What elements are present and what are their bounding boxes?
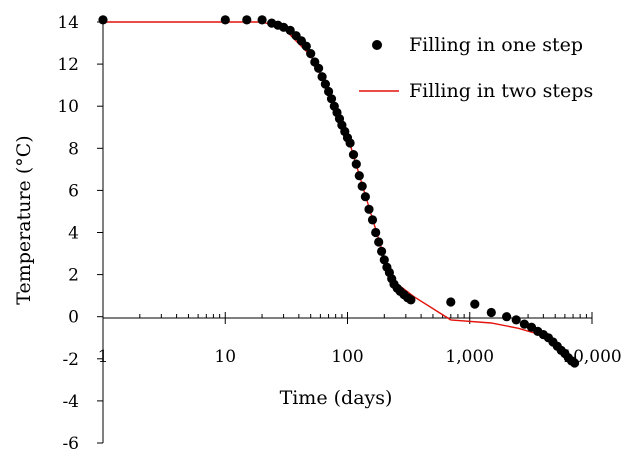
x-tick-label: 100: [331, 347, 363, 367]
x-tick-labels: 1 10 100 1,000 10,000: [98, 347, 622, 367]
data-point-one-step: [379, 255, 389, 265]
data-point-one-step: [98, 15, 108, 25]
legend-label-one-step: Filling in one step: [409, 34, 583, 56]
data-point-one-step: [348, 150, 359, 160]
x-tick-label: 10: [214, 347, 236, 367]
data-point-one-step: [364, 204, 374, 214]
x-axis-title: Time (days): [280, 387, 393, 409]
data-point-one-step: [377, 246, 387, 256]
data-point-one-step: [511, 315, 521, 325]
y-tick-label: -4: [62, 392, 79, 412]
data-point-one-step: [326, 94, 337, 104]
data-point-one-step: [470, 299, 480, 309]
data-point-one-step: [324, 86, 334, 97]
legend: Filling in one step Filling in two steps: [359, 34, 593, 102]
data-point-one-step: [446, 297, 456, 307]
y-tick-label: 12: [57, 55, 79, 75]
data-point-one-step: [306, 49, 316, 59]
data-point-one-step: [320, 79, 330, 89]
data-point-one-step: [351, 159, 361, 169]
y-tick-label: -6: [62, 434, 79, 450]
legend-label-two-steps: Filling in two steps: [409, 80, 593, 102]
y-tick-label: 4: [68, 224, 79, 244]
data-point-one-step: [367, 215, 378, 225]
y-tick-label: 2: [68, 266, 79, 286]
data-point-one-step: [354, 171, 364, 181]
y-axis-title: Temperature (°C): [13, 135, 35, 304]
y-tick-label: 14: [57, 13, 79, 33]
data-point-one-step: [519, 319, 530, 329]
data-point-one-step: [502, 312, 512, 322]
data-point-one-step: [371, 227, 381, 238]
y-tick-label: -2: [62, 350, 79, 370]
y-tick-labels: -6 -4 -2 0 2 4 6 8 10 12 14: [57, 13, 79, 450]
data-point-one-step: [357, 181, 367, 191]
data-point-one-step: [314, 63, 324, 73]
series-line-two-steps: [103, 21, 574, 360]
data-point-one-step: [360, 192, 370, 202]
data-point-one-step: [220, 15, 230, 25]
y-tick-label: 10: [57, 97, 79, 117]
data-point-one-step: [317, 72, 327, 82]
data-point-one-step: [406, 295, 416, 305]
data-point-one-step: [345, 138, 355, 148]
x-tick-label: 1,000: [445, 347, 494, 367]
data-point-one-step: [486, 307, 496, 318]
x-tick-label: 1: [98, 347, 109, 367]
data-point-one-step: [257, 15, 267, 25]
data-point-one-step: [301, 41, 311, 51]
legend-marker-one-step: [372, 40, 382, 50]
y-tick-label: 0: [68, 308, 79, 328]
series-layer: [98, 15, 580, 368]
y-tick-label: 8: [68, 139, 79, 159]
y-tick-label: 6: [68, 181, 79, 201]
data-point-one-step: [570, 358, 580, 368]
data-point-one-step: [374, 237, 384, 247]
data-point-one-step: [285, 25, 295, 35]
data-point-one-step: [242, 15, 252, 25]
